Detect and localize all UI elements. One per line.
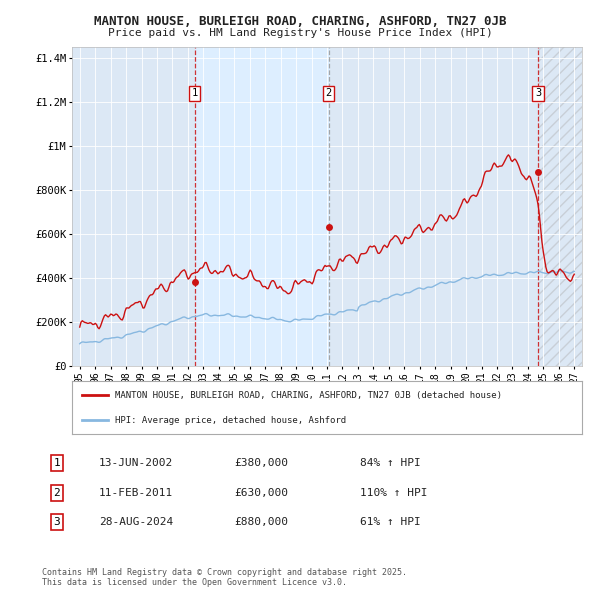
Text: MANTON HOUSE, BURLEIGH ROAD, CHARING, ASHFORD, TN27 0JB (detached house): MANTON HOUSE, BURLEIGH ROAD, CHARING, AS… [115, 391, 502, 400]
Text: 110% ↑ HPI: 110% ↑ HPI [360, 488, 427, 497]
Bar [538, 47, 582, 366]
Text: HPI: Average price, detached house, Ashford: HPI: Average price, detached house, Ashf… [115, 416, 346, 425]
Bar [195, 47, 329, 366]
Text: 1: 1 [53, 458, 61, 468]
Text: Price paid vs. HM Land Registry's House Price Index (HPI): Price paid vs. HM Land Registry's House … [107, 28, 493, 38]
Bar [538, 47, 582, 366]
Text: 2: 2 [53, 488, 61, 497]
Text: Contains HM Land Registry data © Crown copyright and database right 2025.
This d: Contains HM Land Registry data © Crown c… [42, 568, 407, 587]
Text: 84% ↑ HPI: 84% ↑ HPI [360, 458, 421, 468]
Text: 28-AUG-2024: 28-AUG-2024 [99, 517, 173, 527]
Text: MANTON HOUSE, BURLEIGH ROAD, CHARING, ASHFORD, TN27 0JB: MANTON HOUSE, BURLEIGH ROAD, CHARING, AS… [94, 15, 506, 28]
Text: 61% ↑ HPI: 61% ↑ HPI [360, 517, 421, 527]
Text: 13-JUN-2002: 13-JUN-2002 [99, 458, 173, 468]
Text: £380,000: £380,000 [234, 458, 288, 468]
Text: 1: 1 [191, 88, 198, 99]
Text: 11-FEB-2011: 11-FEB-2011 [99, 488, 173, 497]
Text: 2: 2 [326, 88, 332, 99]
Text: 3: 3 [53, 517, 61, 527]
Text: 3: 3 [535, 88, 541, 99]
Text: £880,000: £880,000 [234, 517, 288, 527]
Text: £630,000: £630,000 [234, 488, 288, 497]
